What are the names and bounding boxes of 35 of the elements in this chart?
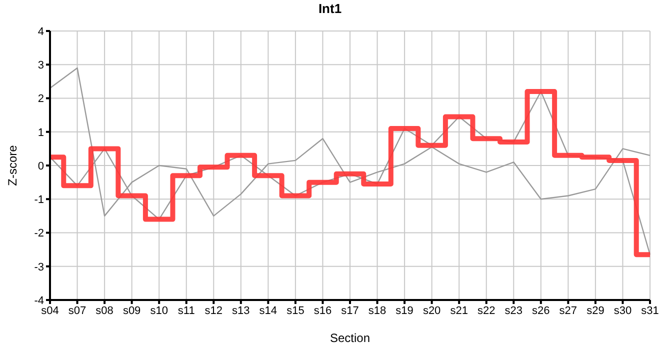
y-tick-label: -3 [34, 261, 44, 274]
y-tick-label: -1 [34, 194, 44, 206]
x-tick-label: s11 [178, 304, 195, 317]
x-tick-label: s07 [68, 304, 86, 317]
x-tick-label: s23 [504, 304, 523, 317]
x-axis-title: Section [330, 331, 370, 345]
y-tick-label: -2 [34, 228, 44, 240]
x-tick-label: s17 [341, 304, 359, 317]
x-tick-label: s08 [96, 304, 114, 317]
y-tick-label: 3 [38, 60, 44, 72]
x-tick-label: s22 [477, 304, 496, 317]
x-tick-label: s16 [314, 304, 332, 317]
x-tick-label: s18 [368, 304, 386, 317]
x-tick-label: s29 [586, 304, 604, 317]
x-tick-label: s26 [532, 304, 550, 317]
y-tick-label: 2 [38, 93, 44, 106]
x-tick-label: s31 [641, 304, 659, 317]
x-tick-label: s14 [259, 304, 278, 317]
x-tick-label: s12 [204, 304, 223, 317]
x-tick-label: s30 [614, 304, 632, 317]
x-tick-label: s21 [450, 304, 468, 317]
x-tick-label: s10 [150, 304, 168, 317]
x-tick-label: s13 [232, 304, 250, 317]
y-tick-label: 1 [38, 126, 44, 139]
x-tick-label: s20 [422, 304, 441, 317]
x-tick-label: s19 [396, 304, 414, 317]
y-tick-label: 0 [38, 160, 44, 172]
y-tick-label: -4 [34, 294, 44, 307]
x-tick-label: s27 [559, 304, 578, 317]
y-axis-title: Z-score [5, 144, 20, 186]
x-tick-label: s15 [286, 304, 304, 317]
y-tick-label: 4 [38, 26, 44, 38]
x-tick-label: s09 [122, 304, 141, 317]
x-tick-label: s04 [41, 304, 59, 317]
chart-title: Int1 [317, 1, 343, 16]
